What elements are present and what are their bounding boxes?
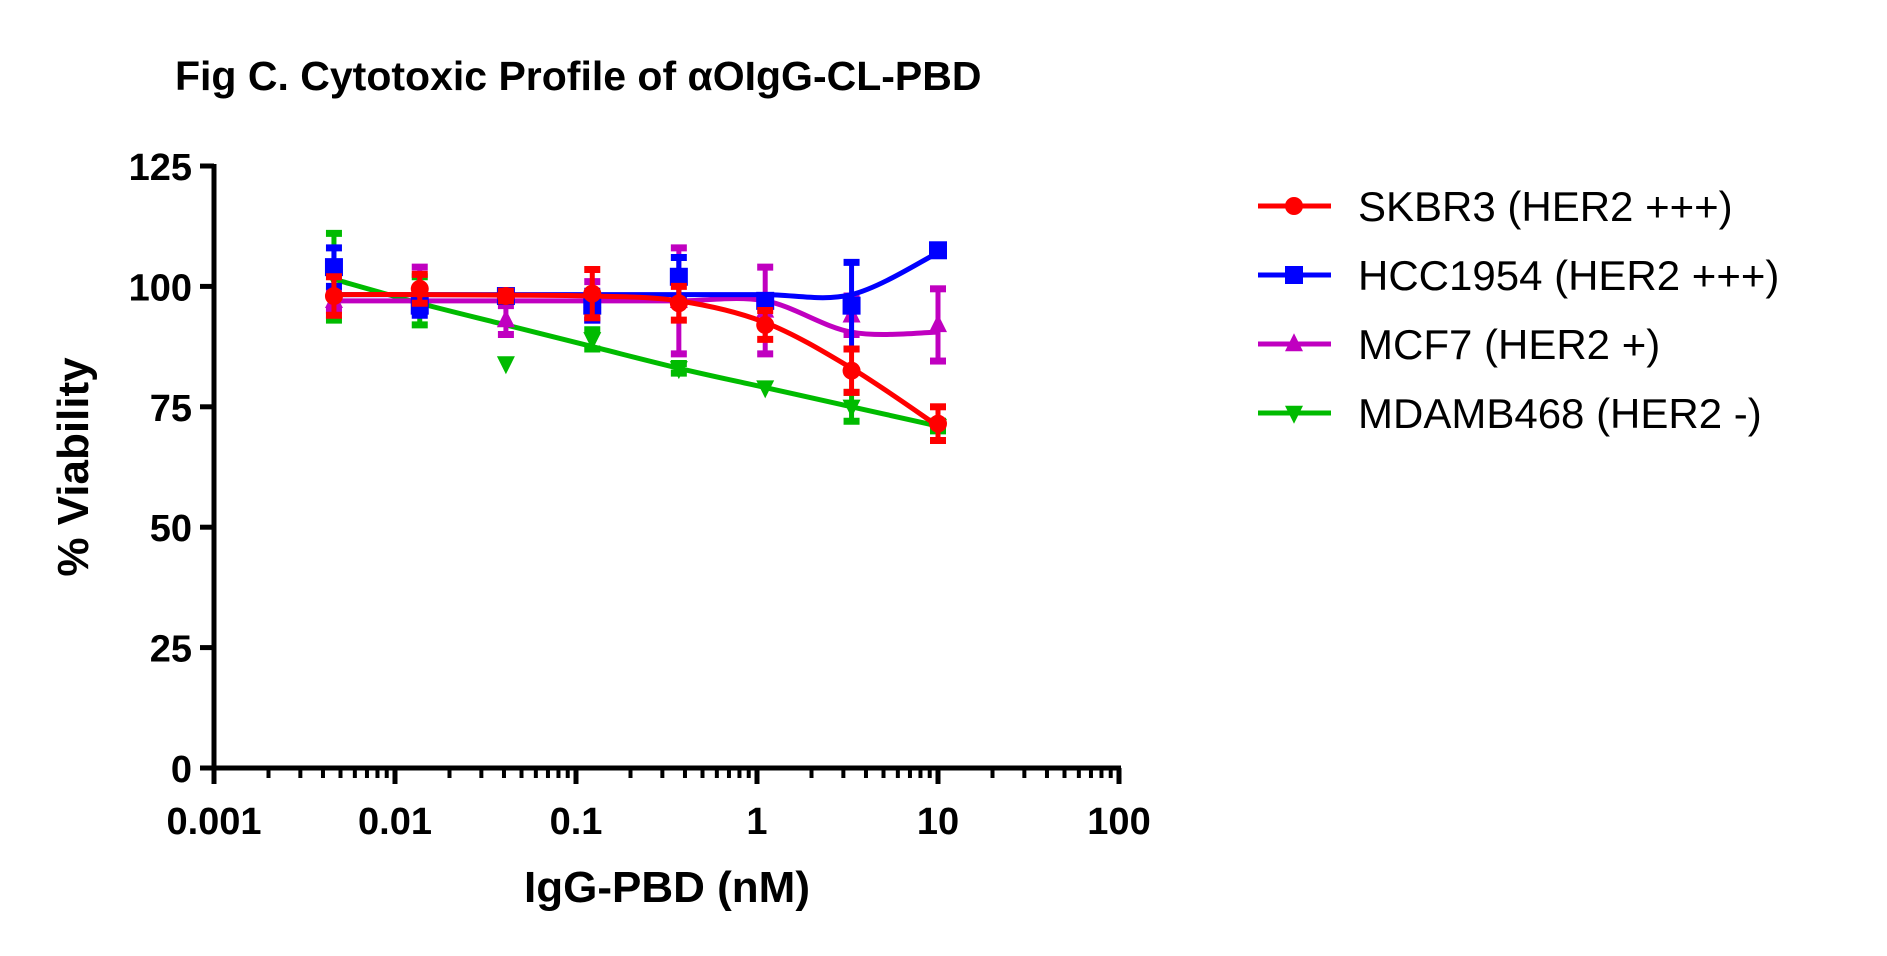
legend-label: SKBR3 (HER2 +++) — [1358, 183, 1733, 230]
x-tick-label: 1 — [746, 801, 767, 843]
legend: SKBR3 (HER2 +++) HCC1954 (HER2 +++) MCF7 (… — [1258, 183, 1779, 437]
y-axis-label: % Viability — [49, 357, 98, 577]
data-point — [496, 287, 515, 306]
x-tick-label: 0.01 — [358, 801, 432, 843]
x-tick-label: 0.1 — [550, 801, 603, 843]
y-tick-label: 25 — [150, 629, 192, 671]
data-point — [842, 296, 861, 315]
chart-title: Fig C. Cytotoxic Profile of αOIgG-CL-PBD — [175, 53, 981, 99]
data-point — [929, 314, 947, 333]
series-0 — [324, 266, 947, 445]
data-point — [842, 399, 861, 418]
data-point — [583, 332, 602, 351]
legend-marker — [1285, 333, 1303, 352]
x-axis-label: IgG-PBD (nM) — [524, 863, 810, 912]
y-tick-label: 125 — [129, 147, 192, 189]
data-point — [929, 414, 947, 433]
data-point — [669, 361, 688, 380]
axes: 0 25 50 75 100 125 0.001 0.01 0.1 1 10 100 — [129, 147, 1151, 843]
legend-marker — [1285, 266, 1303, 284]
data-point — [324, 287, 343, 306]
legend-marker — [1285, 405, 1303, 424]
legend-item: MCF7 (HER2 +) — [1258, 321, 1660, 368]
legend-marker — [1285, 197, 1303, 215]
data-point — [410, 279, 429, 298]
x-tick-label: 10 — [917, 801, 959, 843]
data-point — [756, 315, 775, 334]
data-point — [756, 291, 775, 310]
legend-label: MDAMB468 (HER2 -) — [1358, 390, 1762, 437]
data-point — [669, 267, 688, 286]
data-point — [842, 361, 861, 380]
data-point — [583, 284, 602, 303]
data-point — [669, 294, 688, 313]
x-tick-label: 0.001 — [166, 801, 261, 843]
legend-item: MDAMB468 (HER2 -) — [1258, 390, 1762, 437]
y-tick-label: 50 — [150, 508, 192, 550]
y-tick-label: 100 — [129, 267, 192, 309]
legend-item: HCC1954 (HER2 +++) — [1258, 252, 1779, 299]
legend-label: MCF7 (HER2 +) — [1358, 321, 1660, 368]
y-tick-label: 75 — [150, 388, 192, 430]
data-point — [756, 380, 775, 399]
plot-area — [324, 229, 947, 445]
legend-item: SKBR3 (HER2 +++) — [1258, 183, 1733, 230]
x-tick-label: 100 — [1087, 801, 1150, 843]
data-point — [324, 258, 343, 277]
legend-label: HCC1954 (HER2 +++) — [1358, 252, 1779, 299]
data-point — [496, 309, 515, 328]
y-tick-label: 0 — [171, 749, 192, 791]
data-point — [496, 356, 515, 375]
data-point — [929, 241, 947, 260]
